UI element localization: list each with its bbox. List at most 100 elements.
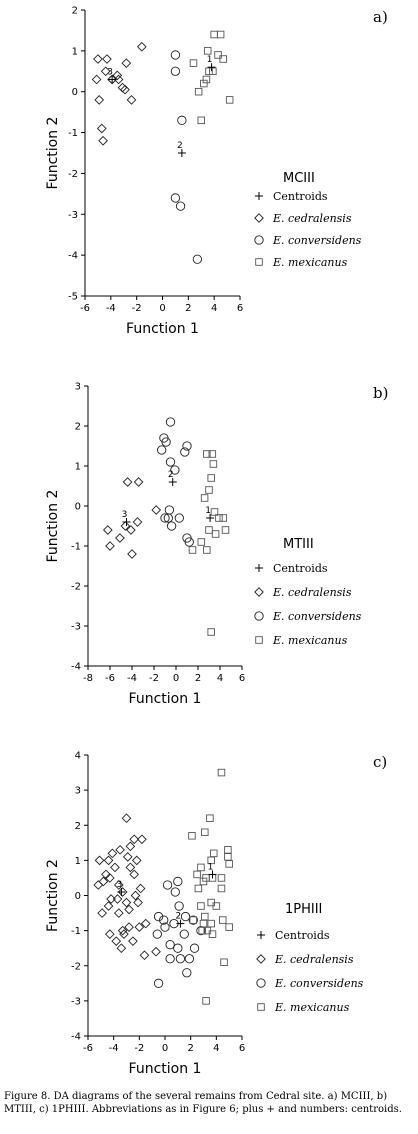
x-tick-label: -4 xyxy=(127,673,137,684)
data-point xyxy=(200,494,209,502)
data-point xyxy=(210,30,218,39)
data-point xyxy=(201,912,209,921)
data-point xyxy=(209,67,217,76)
legend-label: Centroids xyxy=(273,562,328,575)
data-point xyxy=(103,855,114,866)
data-point xyxy=(197,902,205,910)
data-point xyxy=(194,884,203,893)
figure-caption: Figure 8. DA diagrams of the several rem… xyxy=(4,1091,402,1115)
data-point xyxy=(153,978,164,988)
x-tick-label: -2 xyxy=(132,303,142,314)
data-point xyxy=(205,526,213,534)
data-point xyxy=(203,450,211,458)
legend-centroid-marker xyxy=(255,192,263,200)
centroid-label: 2 xyxy=(176,912,182,922)
data-point xyxy=(189,59,198,67)
data-point xyxy=(201,828,209,837)
data-point xyxy=(161,437,171,447)
y-tick-label: -3 xyxy=(71,996,81,1007)
y-axis-label: Function 2 xyxy=(45,117,61,190)
legend-marker xyxy=(254,611,264,621)
y-tick-label: -2 xyxy=(71,582,81,593)
data-point xyxy=(199,919,208,928)
data-point xyxy=(160,513,170,523)
y-tick-label: -1 xyxy=(68,128,78,139)
centroid-label: 3 xyxy=(107,67,113,77)
data-point xyxy=(119,929,129,939)
data-point xyxy=(112,70,123,81)
x-tick-label: -6 xyxy=(105,673,115,684)
data-point xyxy=(122,852,133,862)
panel-a-content: -5 -4 -3 -2 -1 0 1 2 -6 -4 -2 0 2 4 6 Function 1 Functio… xyxy=(45,6,388,338)
data-point xyxy=(170,887,180,897)
x-tick-label: -4 xyxy=(109,1043,119,1054)
x-tick-label: 4 xyxy=(213,1043,219,1054)
data-point xyxy=(182,968,192,978)
data-point xyxy=(110,862,120,873)
chart-panel-b: -4 -3 -2 -1 0 1 2 3 -8 -6 -4 -2 0 2 4 6 Function 1 Functi… xyxy=(45,382,388,708)
x-tick-label: -6 xyxy=(80,303,90,314)
x-tick-label: 2 xyxy=(185,303,191,314)
legend-label: E. cedralensis xyxy=(274,953,354,966)
data-point xyxy=(125,862,136,873)
x-axis-label: Function 1 xyxy=(126,321,199,337)
y-axis-label: Function 2 xyxy=(45,859,61,932)
centroid-marker xyxy=(108,75,117,84)
data-point xyxy=(225,923,233,931)
data-point xyxy=(136,41,147,52)
legend-marker xyxy=(255,258,263,266)
y-tick-label: 2 xyxy=(75,821,81,832)
data-point xyxy=(205,67,213,76)
y-tick-label: 3 xyxy=(75,786,81,797)
data-point xyxy=(151,505,162,515)
data-point xyxy=(207,856,215,865)
data-point xyxy=(177,115,187,125)
data-point xyxy=(219,514,228,522)
x-tick-label: 6 xyxy=(239,1043,245,1054)
data-point xyxy=(192,254,203,264)
x-tick-label: -2 xyxy=(134,1043,144,1054)
legend-label: E. conversidens xyxy=(274,977,364,990)
data-point xyxy=(113,908,124,918)
data-point xyxy=(170,66,181,76)
data-point xyxy=(160,922,170,932)
centroid-label: 1 xyxy=(207,55,213,65)
data-point xyxy=(94,855,105,866)
legend-centroid-marker xyxy=(255,564,263,572)
data-point xyxy=(106,894,116,904)
x-tick-label: 4 xyxy=(217,673,223,684)
data-point xyxy=(182,441,192,451)
data-point xyxy=(120,521,131,531)
data-point xyxy=(128,936,138,946)
data-point xyxy=(96,123,107,134)
data-point xyxy=(173,943,183,953)
x-axis-label: Function 1 xyxy=(129,1061,202,1077)
y-tick-label: 4 xyxy=(75,751,81,762)
y-tick-label: 0 xyxy=(75,502,81,513)
data-point xyxy=(152,929,162,939)
data-point xyxy=(197,863,205,872)
data-point xyxy=(211,530,220,538)
x-tick-label: 0 xyxy=(159,303,165,314)
data-point xyxy=(210,849,218,858)
centroid-label: 2 xyxy=(168,470,174,480)
data-point xyxy=(115,845,125,855)
y-tick-label: 0 xyxy=(75,891,81,902)
data-point xyxy=(121,58,132,68)
x-tick-label: 6 xyxy=(237,303,243,314)
data-point xyxy=(91,74,102,85)
y-tick-label: -2 xyxy=(68,169,78,180)
data-point xyxy=(93,880,104,890)
data-point xyxy=(218,916,227,924)
data-point xyxy=(165,940,175,950)
data-point xyxy=(104,873,115,883)
y-tick-label: -1 xyxy=(71,542,81,553)
data-point xyxy=(224,853,232,861)
data-point xyxy=(113,880,124,890)
data-point xyxy=(212,902,221,910)
x-tick-label: 0 xyxy=(173,673,179,684)
centroid-marker xyxy=(177,149,186,157)
data-point xyxy=(207,474,215,482)
